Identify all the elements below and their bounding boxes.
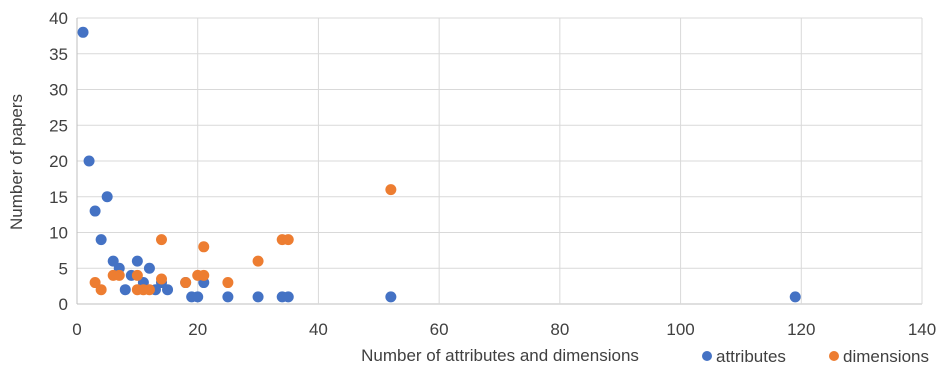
x-tick-label: 60 [430, 320, 449, 339]
y-tick-label: 25 [49, 116, 68, 135]
point-attributes [222, 291, 234, 303]
x-axis-title: Number of attributes and dimensions [361, 346, 639, 365]
point-dimensions [95, 284, 107, 296]
data-points [77, 26, 801, 303]
point-attributes [101, 191, 113, 203]
point-dimensions [198, 269, 210, 281]
point-dimensions [222, 277, 234, 289]
point-dimensions [385, 184, 397, 196]
point-attributes [252, 291, 264, 303]
point-attributes [89, 205, 101, 217]
x-tick-label: 80 [550, 320, 569, 339]
point-attributes [162, 284, 174, 296]
point-attributes [95, 234, 107, 246]
legend-label: dimensions [843, 347, 929, 366]
point-dimensions [156, 234, 167, 246]
y-tick-label: 0 [59, 295, 68, 314]
x-axis-ticks: 0 20 40 60 80 100 120 140 [72, 320, 936, 339]
point-dimensions [252, 255, 264, 267]
point-dimensions [180, 277, 192, 289]
y-tick-label: 5 [59, 259, 68, 278]
point-attributes [77, 26, 89, 38]
legend-marker [829, 351, 839, 361]
point-dimensions [131, 269, 143, 281]
y-tick-label: 40 [49, 9, 68, 28]
point-dimensions [113, 269, 125, 281]
legend-marker [702, 351, 712, 361]
point-attributes [282, 291, 294, 303]
x-tick-label: 140 [908, 320, 936, 339]
point-attributes [83, 155, 95, 167]
y-tick-label: 35 [49, 45, 68, 64]
x-tick-label: 100 [666, 320, 694, 339]
x-tick-label: 120 [787, 320, 815, 339]
point-dimensions [143, 284, 155, 296]
y-axis-title: Number of papers [7, 94, 26, 230]
x-tick-label: 0 [72, 320, 81, 339]
y-tick-label: 30 [49, 81, 68, 100]
x-tick-label: 20 [188, 320, 207, 339]
x-tick-label: 40 [309, 320, 328, 339]
point-attributes [789, 291, 801, 303]
point-attributes [385, 291, 397, 303]
legend-item-dimensions: dimensions [829, 347, 929, 366]
y-axis-ticks: 0 5 10 15 20 25 30 35 40 [49, 9, 68, 314]
point-dimensions [198, 241, 210, 253]
point-attributes [131, 255, 143, 267]
point-dimensions [156, 273, 167, 285]
point-dimensions [282, 234, 294, 246]
y-tick-label: 20 [49, 152, 68, 171]
legend-item-attributes: attributes [702, 347, 786, 366]
y-tick-label: 15 [49, 188, 68, 207]
legend: attributes dimensions [702, 347, 929, 366]
y-tick-label: 10 [49, 224, 68, 243]
legend-label: attributes [716, 347, 786, 366]
point-attributes [192, 291, 204, 303]
point-attributes [143, 262, 155, 274]
series-dimensions [89, 184, 397, 296]
point-attributes [119, 284, 131, 296]
grid-lines [76, 17, 923, 305]
